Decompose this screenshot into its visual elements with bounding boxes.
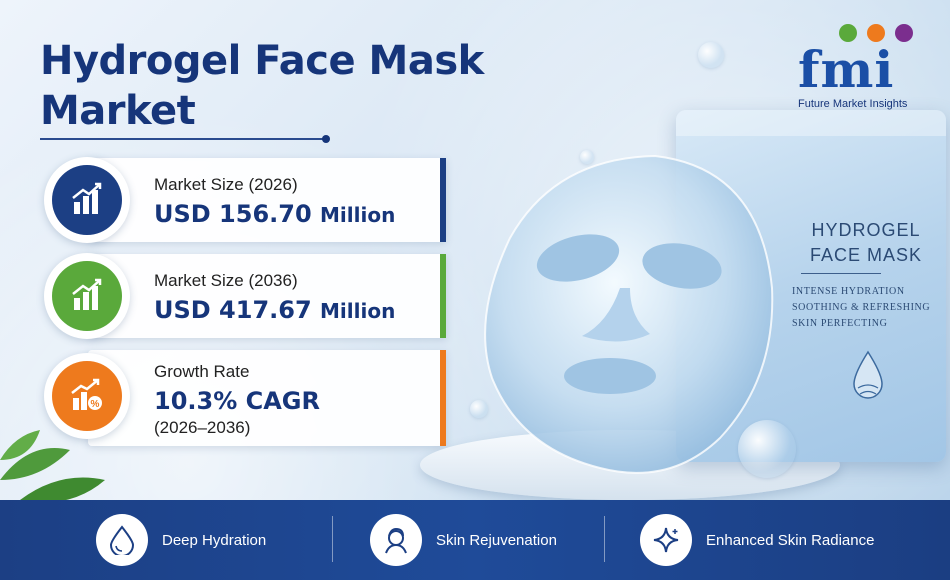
stat-label: Market Size (2036) — [154, 271, 298, 290]
water-bubble — [738, 420, 796, 478]
accent-bar — [440, 158, 446, 242]
title-line-2: Market — [40, 88, 196, 134]
feature-label: Enhanced Skin Radiance — [706, 531, 875, 549]
feature-enhanced-skin-radiance: Enhanced Skin Radiance — [640, 514, 874, 566]
title-underline — [40, 138, 326, 140]
packet-feature-line: SKIN PERFECTING — [792, 318, 888, 329]
stat-value: USD 156.70 Million — [154, 200, 396, 228]
stat-icon-growth: % — [44, 353, 130, 439]
water-drop-icon — [96, 514, 148, 566]
logo-tagline: Future Market Insights — [798, 98, 908, 110]
accent-bar — [440, 350, 446, 446]
svg-text:%: % — [91, 399, 100, 410]
bar-chart-growth-icon — [52, 261, 122, 331]
packet-rule — [801, 273, 881, 274]
logo-wordmark: fmi — [798, 40, 895, 99]
divider — [604, 516, 605, 562]
packet-seal — [676, 110, 946, 136]
feature-label: Deep Hydration — [162, 531, 267, 549]
packet-title: HYDROGEL FACE MASK — [809, 220, 923, 265]
water-bubble — [470, 400, 488, 418]
logo-icons — [839, 24, 913, 42]
stat-card-market-size-2026: Market Size (2026) USD 156.70 Million — [88, 158, 446, 242]
divider — [332, 516, 333, 562]
hydrogel-mask — [484, 154, 774, 474]
feature-skin-rejuvenation: Skin Rejuvenation — [370, 514, 557, 566]
stat-value: 10.3% CAGR — [154, 387, 320, 415]
stat-icon-2036 — [44, 253, 130, 339]
stat-value: USD 417.67 Million — [154, 296, 396, 324]
packet-feature-line: INTENSE HYDRATION — [792, 286, 905, 297]
water-bubble — [698, 42, 724, 68]
stat-period: (2026–2036) — [154, 418, 251, 437]
feature-deep-hydration: Deep Hydration — [96, 514, 266, 566]
feature-bar: Deep Hydration Skin Rejuvenation Enhance… — [0, 500, 950, 580]
stat-card-market-size-2036: Market Size (2036) USD 417.67 Million — [88, 254, 446, 338]
stat-card-growth-rate: Growth Rate 10.3% CAGR (2026–2036) — [88, 350, 446, 446]
page-title: Hydrogel Face Mask Market — [40, 36, 484, 136]
title-underline-dot — [322, 135, 330, 143]
stat-label: Market Size (2026) — [154, 175, 298, 194]
leaf-decoration — [0, 430, 105, 503]
title-line-1: Hydrogel Face Mask — [40, 38, 484, 84]
bar-chart-growth-icon — [52, 165, 122, 235]
stat-icon-2026 — [44, 157, 130, 243]
growth-percent-icon: % — [52, 361, 122, 431]
accent-bar — [440, 254, 446, 338]
stat-label: Growth Rate — [154, 362, 250, 381]
water-drop-icon — [853, 350, 883, 399]
mask-packet: HYDROGEL FACE MASK INTENSE HYDRATION SOO… — [676, 110, 946, 462]
packet-feature-line: SOOTHING & REFRESHING — [792, 302, 931, 313]
water-bubble — [580, 150, 594, 164]
brand-logo: fmi Future Market Insights — [798, 22, 950, 110]
face-profile-icon — [370, 514, 422, 566]
sparkle-icon — [640, 514, 692, 566]
feature-label: Skin Rejuvenation — [436, 531, 557, 549]
